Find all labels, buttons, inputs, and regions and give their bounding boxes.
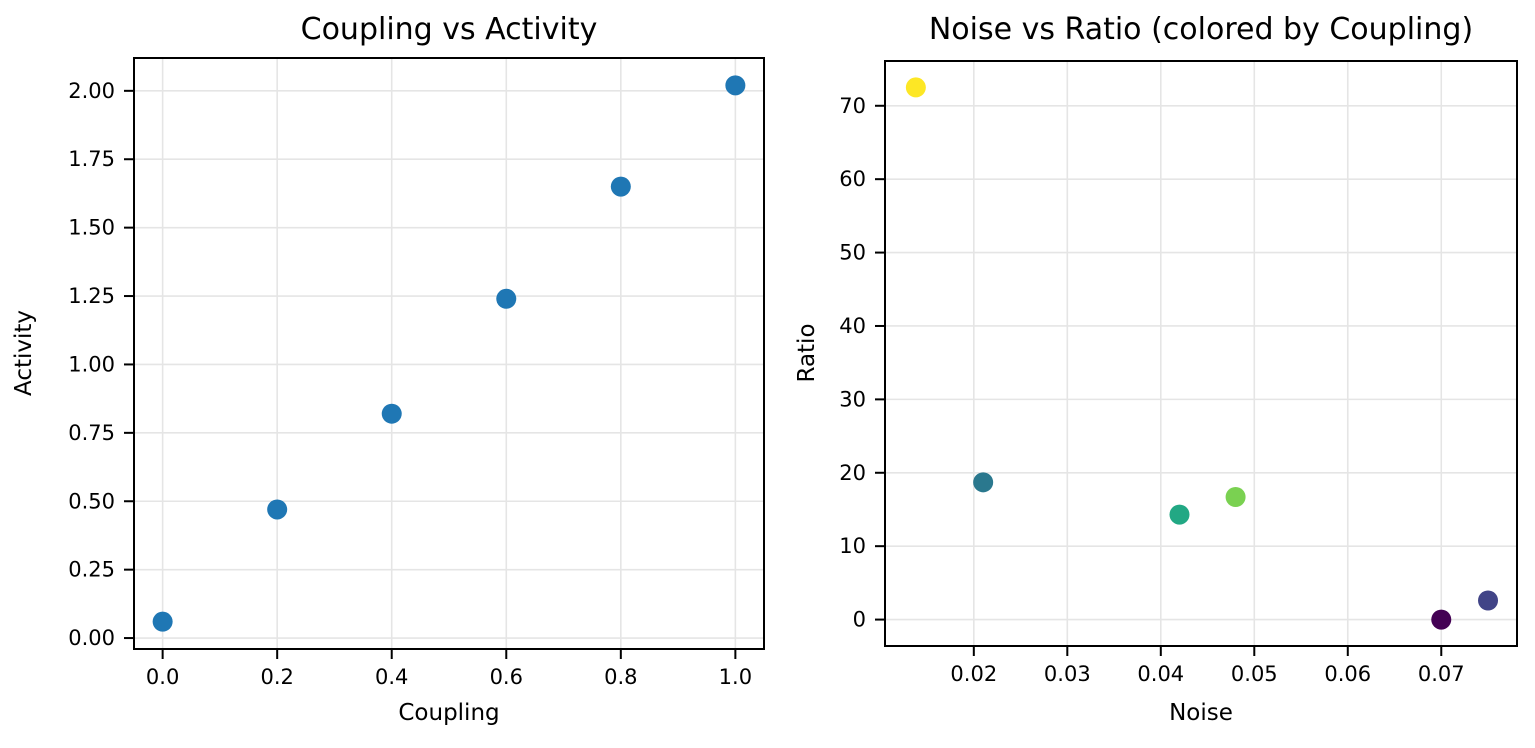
y-tick-label: 0.00 (68, 626, 115, 650)
x-tick-label: 0.07 (1418, 662, 1465, 686)
y-tick-label: 1.00 (68, 352, 115, 376)
y-tick-label: 2.00 (68, 79, 115, 103)
x-axis-label: Coupling (398, 700, 500, 726)
scatter-point (725, 75, 746, 96)
y-tick-label: 0 (853, 608, 866, 632)
x-tick-label: 0.02 (950, 662, 997, 686)
x-tick-label: 0.06 (1324, 662, 1371, 686)
y-tick-label: 40 (839, 314, 866, 338)
scatter-point (267, 499, 288, 520)
y-tick-label: 1.25 (68, 284, 115, 308)
x-axis-label: Noise (1169, 700, 1233, 726)
scatter-point (1431, 609, 1452, 630)
y-tick-label: 20 (839, 461, 866, 485)
plot-canvas: 0.02 0.03 0.04 0.05 0.06 0.07 0 10 20 30 40 50 60 70 (839, 60, 1518, 686)
chart-title: Coupling vs Activity (300, 12, 598, 47)
y-tick-label: 1.75 (68, 147, 115, 171)
chart-title: Noise vs Ratio (colored by Coupling) (928, 12, 1474, 47)
y-tick-label: 60 (839, 167, 866, 191)
x-tick-label: 0.6 (490, 665, 523, 689)
scatter-point (1478, 590, 1499, 611)
y-tick-label: 70 (839, 94, 866, 118)
scatter-point (1169, 504, 1190, 525)
chart-coupling-vs-activity: Coupling vs Activity Coupling Activity 0… (11, 12, 765, 726)
y-tick-label: 30 (839, 387, 866, 411)
plot-canvas: 0.0 0.2 0.4 0.6 0.8 1.0 0.00 0.25 0.50 0.75 1.00 1.… (68, 57, 765, 689)
x-tick-label: 0.04 (1137, 662, 1184, 686)
y-tick-label: 50 (839, 241, 866, 265)
scatter-point (152, 611, 173, 632)
scatter-point (610, 176, 631, 197)
scatter-point (905, 77, 926, 98)
y-tick-label: 0.25 (68, 558, 115, 582)
x-tick-label: 0.0 (146, 665, 179, 689)
y-tick-label: 0.75 (68, 421, 115, 445)
scatter-point (1225, 486, 1246, 507)
x-tick-label: 1.0 (719, 665, 752, 689)
x-tick-label: 0.8 (604, 665, 637, 689)
x-tick-label: 0.4 (375, 665, 408, 689)
x-tick-label: 0.2 (260, 665, 293, 689)
axes-frame (133, 57, 765, 650)
scatter-point (381, 403, 402, 424)
scatter-point (973, 472, 994, 493)
y-tick-label: 10 (839, 534, 866, 558)
scatter-point (496, 288, 517, 309)
y-tick-label: 0.50 (68, 489, 115, 513)
x-tick-label: 0.03 (1044, 662, 1091, 686)
x-tick-label: 0.05 (1231, 662, 1278, 686)
y-tick-label: 1.50 (68, 216, 115, 240)
chart-noise-vs-ratio: Noise vs Ratio (colored by Coupling) Noi… (770, 0, 1535, 748)
axes-frame (884, 60, 1518, 647)
